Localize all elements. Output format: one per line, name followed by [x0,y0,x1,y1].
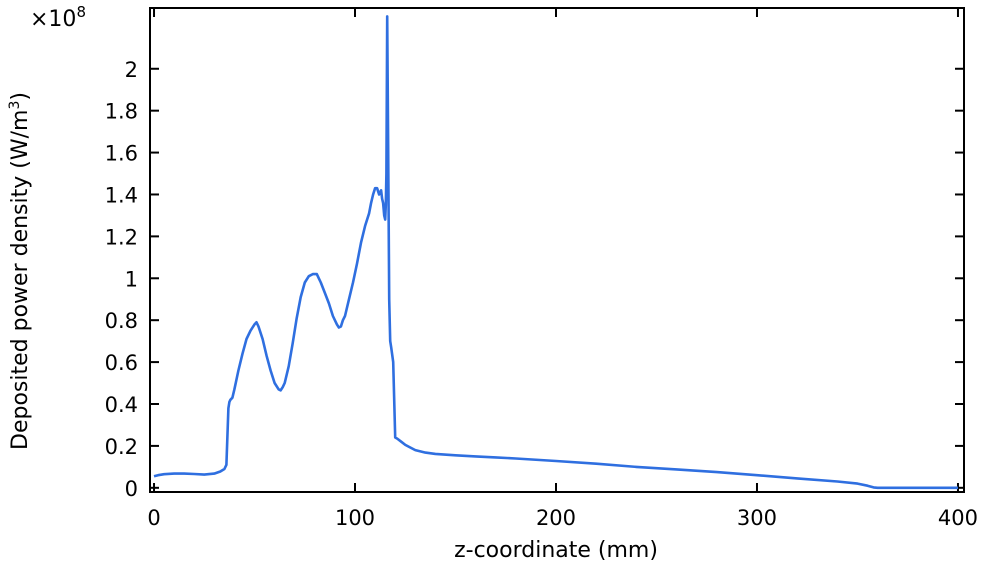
y-multiplier: ×108 [30,3,86,32]
y-tick-label: 0.2 [105,435,138,459]
x-tick-label: 200 [536,506,576,530]
x-tick-label: 0 [147,506,160,530]
series-line [153,15,958,490]
x-tick-label: 100 [335,506,375,530]
y-tick-label: 1.8 [105,100,138,124]
y-tick-label: 1.6 [105,142,138,166]
y-tick-label: 0.8 [105,309,138,333]
y-tick-label: 2 [125,58,138,82]
tick-group [150,8,964,492]
y-tick-label: 1.2 [105,225,138,249]
plot-frame [149,7,965,493]
x-axis-title: z-coordinate (mm) [454,538,658,563]
y-tick-label: 0.6 [105,351,138,375]
x-tick-label: 300 [737,506,777,530]
x-tick-label: 400 [938,506,978,530]
y-tick-label: 1 [125,267,138,291]
tick-label-group: 0 100 200 300 400 0 0.2 0.4 0.6 0.8 1 1.2 1.4 1.6 1.8 2 [105,58,978,530]
y-tick-label: 0 [125,477,138,501]
y-tick-label: 1.4 [105,183,138,207]
y-axis-title: Deposited power density (W/m3) [7,92,33,450]
y-tick-label: 0.4 [105,393,138,417]
